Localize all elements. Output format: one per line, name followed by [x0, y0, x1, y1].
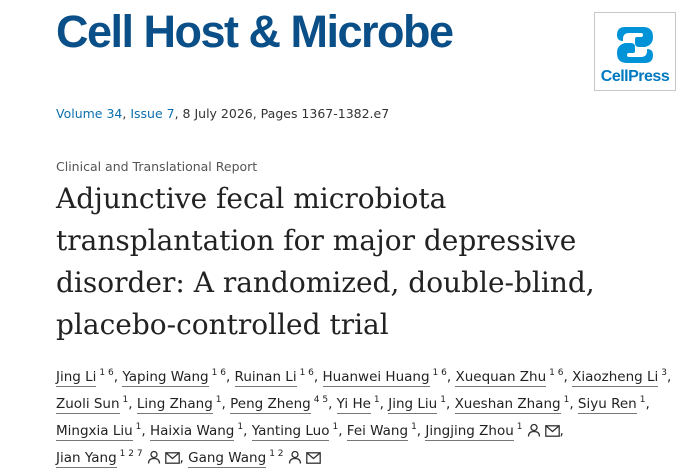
author-name[interactable]: Yanting Luo — [251, 422, 330, 441]
affiliation: 1 2 7 — [119, 449, 143, 459]
author-name[interactable]: Ruinan Li — [234, 368, 297, 387]
separator: , — [667, 368, 672, 385]
citation-separator: , — [122, 106, 131, 121]
affiliation: 1 — [516, 422, 523, 432]
author-name[interactable]: Siyu Ren — [577, 395, 637, 414]
author-name[interactable]: Peng Zheng — [230, 395, 311, 414]
affiliation: 1 — [215, 395, 222, 405]
author-name[interactable]: Jian Yang — [56, 449, 117, 468]
citation-details: , 8 July 2026, Pages 1367-1382.e7 — [174, 106, 390, 121]
separator: , — [379, 395, 384, 412]
separator: , — [141, 422, 146, 439]
affiliation: 1 6 — [549, 368, 564, 378]
person-icon[interactable] — [288, 450, 302, 464]
author[interactable]: Jian Yang 1 2 7, — [56, 449, 184, 468]
affiliation: 1 — [135, 422, 142, 432]
separator: , — [416, 422, 422, 439]
author[interactable]: Xiaozheng Li 3, — [572, 368, 672, 387]
affiliation: 1 6 — [211, 368, 226, 378]
affiliation: 1 — [440, 395, 446, 405]
logo-text: CellPress — [600, 68, 670, 85]
article-title: Adjunctive fecal microbiota transplantat… — [56, 182, 595, 341]
author-name[interactable]: Fei Wang — [346, 422, 409, 441]
citation: Volume 34, Issue 7, 8 July 2026, Pages 1… — [56, 106, 389, 121]
separator: , — [328, 395, 333, 412]
author-name[interactable]: Xuequan Zhu — [455, 368, 547, 387]
author-name[interactable]: Yi He — [336, 395, 371, 414]
author[interactable]: Yi He 1, — [336, 395, 384, 414]
separator: , — [113, 368, 119, 385]
separator: , — [645, 395, 650, 412]
separator: , — [563, 368, 568, 385]
author-name[interactable]: Xiaozheng Li — [572, 368, 659, 387]
author[interactable]: Siyu Ren 1, — [577, 395, 650, 414]
affiliation: 1 — [411, 422, 417, 432]
affiliation: 3 — [661, 368, 667, 378]
author[interactable]: Peng Zheng 4 5, — [230, 395, 333, 414]
author[interactable]: Ruinan Li 1 6, — [234, 368, 319, 387]
separator: , — [559, 422, 564, 439]
author-name[interactable]: Zuoli Sun — [56, 395, 120, 414]
author[interactable]: Jing Li 1 6, — [56, 368, 119, 387]
affiliation: 1 2 — [269, 449, 284, 459]
separator: , — [313, 368, 319, 385]
author[interactable]: Zuoli Sun 1, — [56, 395, 133, 414]
publisher-logo[interactable]: CellPress — [594, 12, 676, 91]
author[interactable]: Haixia Wang 1, — [149, 422, 248, 441]
author[interactable]: Yanting Luo 1, — [251, 422, 343, 441]
affiliation: 1 — [332, 422, 339, 432]
author-name[interactable]: Huanwei Huang — [322, 368, 430, 387]
logo-icon — [617, 27, 653, 63]
separator: , — [221, 395, 226, 412]
author-name[interactable]: Mingxia Liu — [56, 422, 133, 441]
affiliation: 1 — [639, 395, 646, 405]
affiliation: 1 6 — [99, 368, 114, 378]
author-name[interactable]: Yaping Wang — [122, 368, 209, 387]
author[interactable]: Ling Zhang 1, — [136, 395, 226, 414]
author-name[interactable]: Gang Wang — [188, 449, 267, 468]
mail-icon[interactable] — [544, 424, 560, 437]
journal-title[interactable]: Cell Host & Microbe — [56, 6, 454, 57]
affiliation: 1 — [563, 395, 570, 405]
author[interactable]: Jingjing Zhou 1, — [425, 422, 564, 441]
separator: , — [225, 368, 231, 385]
volume-link[interactable]: Volume 34 — [56, 106, 123, 121]
author-name[interactable]: Ling Zhang — [136, 395, 213, 414]
author-name[interactable]: Jing Liu — [388, 395, 438, 414]
author-name[interactable]: Xueshan Zhang — [454, 395, 561, 414]
separator: , — [446, 368, 452, 385]
affiliation: 1 6 — [299, 368, 314, 378]
mail-icon[interactable] — [305, 451, 321, 464]
affiliation: 4 5 — [313, 395, 329, 405]
person-icon[interactable] — [527, 423, 541, 437]
author[interactable]: Xuequan Zhu 1 6, — [455, 368, 568, 387]
affiliation: 1 — [237, 422, 244, 432]
author-name[interactable]: Haixia Wang — [149, 422, 235, 441]
separator: , — [445, 395, 451, 412]
separator: , — [569, 395, 574, 412]
author[interactable]: Jing Liu 1, — [388, 395, 451, 414]
affiliation: 1 6 — [432, 368, 447, 378]
author[interactable]: Gang Wang 1 2 — [188, 449, 321, 468]
mail-icon[interactable] — [164, 451, 180, 464]
affiliation: 1 — [122, 395, 129, 405]
author-name[interactable]: Jingjing Zhou — [425, 422, 514, 441]
author[interactable]: Huanwei Huang 1 6, — [322, 368, 452, 387]
author[interactable]: Mingxia Liu 1, — [56, 422, 146, 441]
issue-link[interactable]: Issue 7 — [130, 106, 175, 121]
separator: , — [128, 395, 133, 412]
article-type: Clinical and Translational Report — [56, 159, 258, 174]
author[interactable]: Yaping Wang 1 6, — [122, 368, 231, 387]
separator: , — [243, 422, 248, 439]
affiliation: 1 — [373, 395, 380, 405]
person-icon[interactable] — [147, 450, 161, 464]
author[interactable]: Fei Wang 1, — [346, 422, 422, 441]
author[interactable]: Xueshan Zhang 1, — [454, 395, 574, 414]
separator: , — [338, 422, 343, 439]
author-list: Jing Li 1 6, Yaping Wang 1 6, Ruinan Li 1 6… — [56, 362, 681, 470]
separator: , — [179, 449, 184, 466]
author-name[interactable]: Jing Li — [56, 368, 97, 387]
